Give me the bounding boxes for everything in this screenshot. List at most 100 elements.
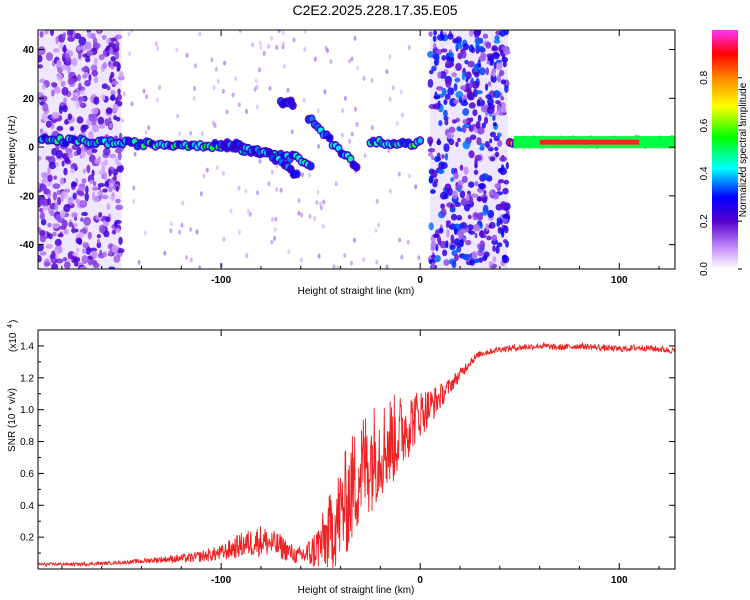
spectral-blob: [450, 213, 458, 221]
spectral-speckle: [185, 255, 189, 261]
spectral-blob: [98, 211, 103, 218]
spectral-blob: [89, 33, 96, 40]
spectral-blob: [93, 57, 98, 66]
spectral-speckle: [299, 257, 303, 263]
spectral-blob: [468, 102, 476, 109]
spectral-blob: [113, 115, 118, 121]
spectral-blob: [497, 226, 502, 232]
spectral-blob: [63, 204, 71, 213]
spectral-blob: [75, 237, 83, 245]
spectral-speckle: [137, 259, 141, 265]
spectral-blob: [428, 31, 433, 37]
spectral-speckle: [303, 46, 307, 52]
spectral-blob: [38, 243, 44, 252]
spectral-speckle: [189, 257, 193, 263]
spectral-blob: [463, 166, 469, 175]
spectral-blob: [457, 137, 461, 143]
spectral-blob: [82, 168, 87, 174]
spectral-blob: [445, 79, 452, 88]
spectral-blob: [465, 78, 469, 83]
spectral-blob: [110, 89, 116, 95]
spectral-speckle: [275, 186, 279, 192]
spectral-speckle: [175, 47, 179, 53]
ridge-point: [294, 171, 300, 177]
spectral-blob: [38, 207, 44, 213]
spectral-blob: [453, 172, 459, 180]
spectral-speckle: [319, 205, 323, 211]
spectral-blob: [97, 30, 102, 34]
colorbar-tick-label: 0.2: [699, 214, 710, 228]
spectral-speckle: [199, 191, 203, 197]
spectral-blob: [461, 72, 466, 81]
spectral-blob: [110, 56, 117, 62]
bottom-y-axis-label: SNR (10 * v/v): [7, 388, 18, 452]
spectral-speckle: [258, 40, 262, 46]
spectral-blob: [476, 196, 483, 202]
spectral-blob: [475, 120, 481, 129]
spectral-speckle: [353, 106, 357, 112]
spectral-blob: [48, 233, 53, 240]
spectral-blob: [78, 82, 82, 91]
spectral-blob: [427, 78, 434, 88]
spectral-blob: [489, 156, 496, 162]
spectral-blob: [51, 111, 60, 119]
spectral-blob: [497, 139, 503, 148]
spectral-blob: [62, 257, 68, 262]
spectral-blob: [458, 37, 462, 45]
spectral-blob: [45, 52, 54, 61]
spectral-blob: [62, 191, 68, 200]
spectral-blob: [492, 245, 496, 252]
spectral-blob: [56, 125, 64, 131]
spectral-blob: [98, 170, 106, 175]
spectral-blob: [481, 122, 486, 129]
spectral-blob: [52, 183, 61, 189]
spectral-blob: [38, 155, 42, 161]
spectral-blob: [59, 177, 65, 185]
spectral-speckle: [121, 118, 125, 124]
spectral-speckle: [362, 75, 366, 81]
spectral-speckle: [244, 188, 248, 194]
spectral-blob: [502, 106, 507, 114]
spectral-blob: [83, 216, 91, 226]
spectral-speckle: [356, 65, 360, 71]
spectral-speckle: [336, 265, 340, 269]
ridge-point: [290, 102, 296, 109]
spectral-blob: [484, 141, 490, 148]
spectral-blob: [456, 246, 462, 253]
spectral-blob: [56, 73, 64, 82]
spectral-speckle: [267, 181, 271, 187]
spectral-speckle: [322, 199, 326, 205]
spectral-blob: [492, 51, 500, 60]
spectral-speckle: [221, 88, 225, 94]
spectral-speckle: [303, 30, 307, 35]
spectral-blob: [448, 138, 455, 146]
spectral-blob: [440, 203, 446, 209]
spectral-speckle: [142, 88, 146, 94]
spectral-blob: [76, 247, 80, 253]
spectral-blob: [48, 161, 57, 170]
spectral-blob: [96, 241, 102, 249]
spectral-speckle: [334, 181, 338, 187]
spectral-blob: [97, 116, 105, 126]
spectral-speckle: [270, 35, 274, 41]
spectral-blob: [92, 195, 100, 203]
spectral-blob: [38, 182, 41, 188]
spectral-speckle: [341, 108, 345, 114]
spectral-speckle: [332, 264, 336, 269]
spectral-blob: [92, 186, 99, 191]
spectral-blob: [108, 249, 113, 256]
spectral-blob: [98, 53, 105, 61]
spectral-speckle: [270, 169, 274, 175]
spectral-blob: [433, 30, 437, 36]
spectral-speckle: [277, 30, 281, 34]
spectral-blob: [482, 204, 489, 214]
spectral-blob: [486, 235, 492, 241]
spectral-blob: [488, 224, 492, 229]
spectral-blob: [55, 258, 64, 264]
spectral-blob: [456, 214, 463, 221]
spectral-speckle: [274, 216, 278, 222]
spectral-speckle: [407, 45, 411, 51]
spectral-blob: [444, 152, 449, 161]
spectral-speckle: [246, 208, 250, 214]
spectral-blob: [60, 64, 69, 71]
